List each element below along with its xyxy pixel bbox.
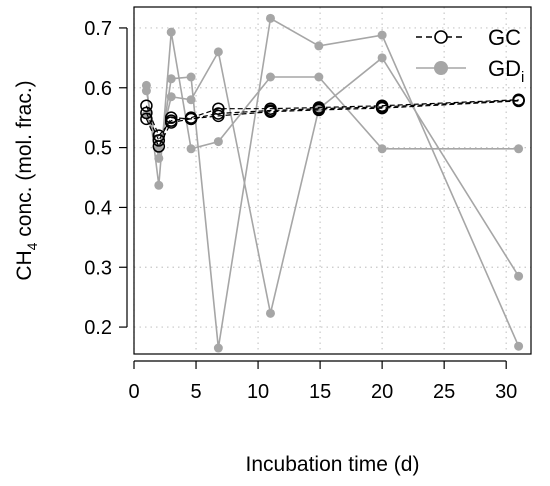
x-axis-title: Incubation time (d) (246, 453, 420, 476)
gc-series-group (140, 93, 525, 153)
legend-gc-label: GC (488, 25, 521, 50)
legend-gd-label-main: GD (488, 56, 521, 81)
gc-point (212, 109, 225, 123)
x-tick-label: 20 (371, 381, 393, 403)
legend-gd-label: GDi (488, 56, 524, 86)
gd-point (514, 341, 524, 351)
gd-point (213, 137, 223, 147)
gc-point (512, 94, 525, 108)
legend-gc-marker (434, 30, 448, 44)
x-tick-label: 25 (433, 381, 455, 403)
y-tick-label: 0.7 (84, 18, 112, 40)
gd-point (166, 92, 176, 102)
y-tick-label: 0.4 (84, 197, 112, 219)
x-tick-label: 10 (247, 381, 269, 403)
x-tick-label: 5 (190, 381, 201, 403)
gd-point (514, 271, 524, 281)
gc-point (212, 102, 225, 115)
gd-point (141, 86, 151, 96)
gd-point (377, 53, 387, 63)
gd-point (377, 30, 387, 40)
gc-point (140, 112, 153, 126)
gd-point (314, 72, 324, 82)
gd-point (166, 27, 176, 37)
gc-point (164, 116, 178, 129)
gd-point (154, 153, 164, 163)
y-tick-label: 0.6 (84, 78, 112, 100)
legend-gd-label-sub: i (521, 69, 524, 86)
gc-point (152, 134, 166, 147)
x-tick-label: 15 (309, 381, 331, 403)
legend-gd-marker (434, 61, 448, 75)
gd-point (166, 74, 176, 84)
gd-point (213, 343, 223, 353)
gc-point (152, 140, 166, 153)
gc-point (264, 105, 277, 118)
gc-point (140, 99, 153, 112)
plot-frame (133, 6, 532, 355)
gc-series-line (145, 99, 519, 142)
x-axis: 0 5 10 15 20 25 30 (128, 360, 517, 403)
y-axis-title: CH4 conc. (mol. frac.) (13, 80, 40, 280)
y-tick-label: 0.5 (84, 138, 112, 160)
y-tick-label: 0.3 (84, 257, 112, 279)
gd-point (186, 144, 196, 154)
grid (133, 7, 531, 354)
gd-point (213, 47, 223, 57)
gc-point (312, 103, 326, 117)
gd-point (265, 13, 275, 23)
x-tick-label: 0 (128, 381, 139, 403)
legend: GC GDi (416, 25, 524, 86)
gd-point (377, 144, 387, 154)
gd-point (265, 308, 275, 318)
gd-point (514, 144, 524, 154)
gd-point (186, 72, 196, 82)
legend-gc-label-main: GC (488, 25, 521, 50)
gc-point (375, 101, 389, 115)
gc-point (140, 106, 153, 120)
gd-series-group (141, 13, 524, 353)
gd-point (314, 41, 324, 51)
gc-point (184, 112, 198, 126)
y-axis: 0.2 0.3 0.4 0.5 0.6 0.7 (84, 18, 128, 339)
y-axis-title-main: CH (13, 250, 36, 280)
gc-series-line (145, 100, 519, 148)
gd-point (186, 95, 196, 105)
x-tick-label: 30 (495, 381, 517, 403)
y-tick-label: 0.2 (84, 317, 112, 339)
gd-point (154, 180, 164, 190)
gd-point (265, 72, 275, 82)
y-axis-title-subscript: 4 (24, 242, 40, 250)
y-axis-title-rest: conc. (mol. frac.) (13, 80, 36, 242)
